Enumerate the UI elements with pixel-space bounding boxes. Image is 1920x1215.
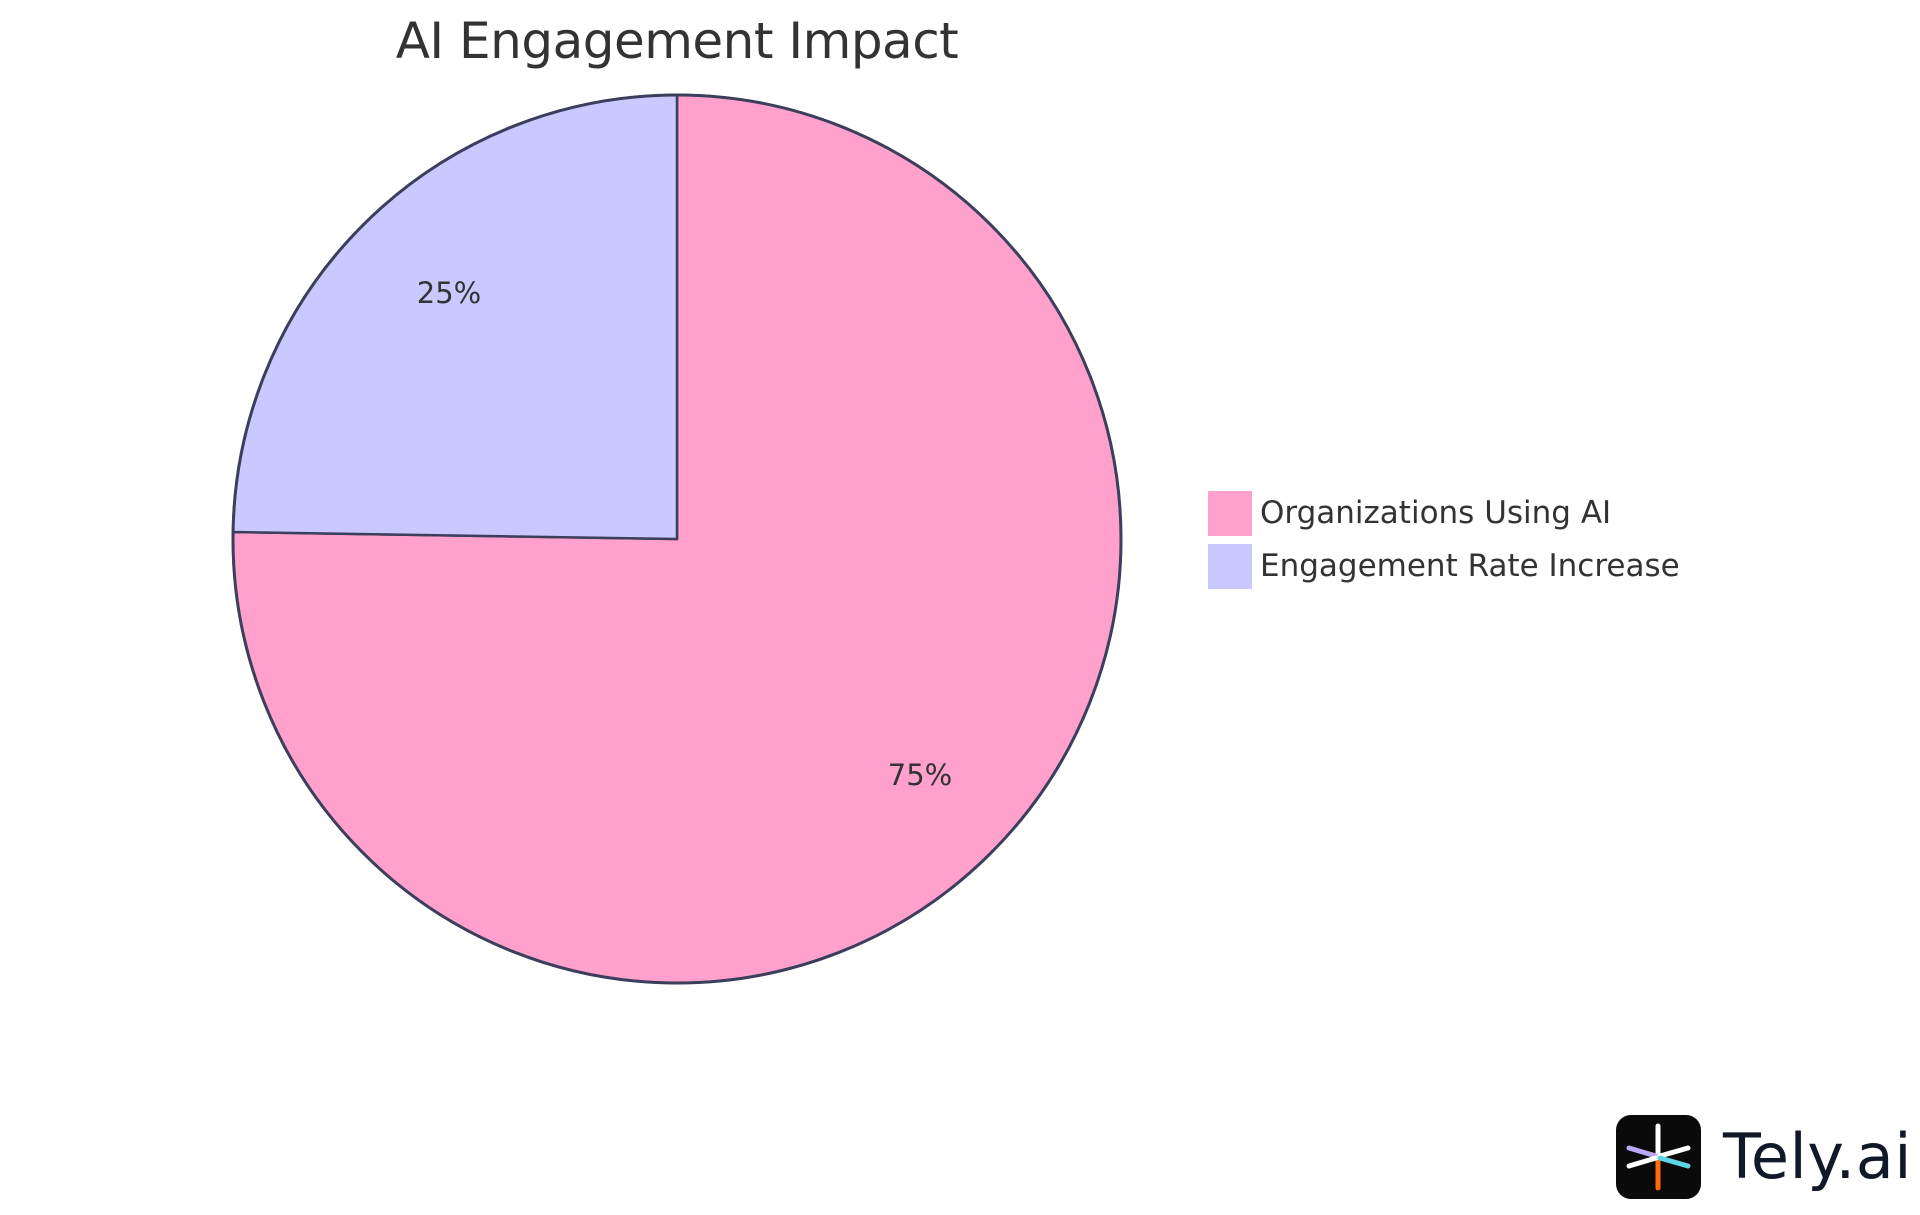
brand-logo: Tely.ai (1616, 1115, 1912, 1199)
slice-label-25: 25% (416, 276, 482, 310)
legend-swatch-pink (1208, 490, 1252, 536)
brand-name: Tely.ai (1723, 1120, 1912, 1193)
pie-outline (231, 93, 1123, 985)
chart-legend: Organizations Using AI Engagement Rate I… (1208, 490, 1680, 596)
tely-logo-icon (1616, 1115, 1701, 1199)
legend-label: Organizations Using AI (1260, 495, 1612, 531)
legend-swatch-lavender (1208, 543, 1252, 589)
legend-item-organizations-using-ai[interactable]: Organizations Using AI (1208, 490, 1680, 536)
chart-title: AI Engagement Impact (395, 12, 959, 70)
pie-slice-engagement-rate-increase[interactable] (231, 93, 679, 541)
slice-label-75: 75% (887, 758, 953, 792)
legend-item-engagement-rate-increase[interactable]: Engagement Rate Increase (1208, 543, 1680, 589)
legend-label: Engagement Rate Increase (1260, 548, 1680, 584)
